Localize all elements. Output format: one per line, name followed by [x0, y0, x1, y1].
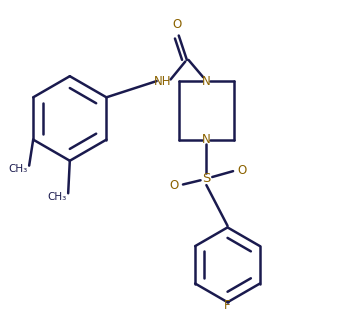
- Text: NH: NH: [154, 74, 171, 88]
- Text: O: O: [169, 179, 179, 192]
- Text: S: S: [202, 172, 211, 185]
- Text: N: N: [202, 74, 211, 88]
- Text: O: O: [172, 18, 182, 31]
- Text: O: O: [238, 164, 247, 177]
- Text: N: N: [202, 133, 211, 146]
- Text: CH₃: CH₃: [47, 192, 67, 201]
- Text: CH₃: CH₃: [8, 164, 27, 174]
- Text: F: F: [224, 299, 231, 312]
